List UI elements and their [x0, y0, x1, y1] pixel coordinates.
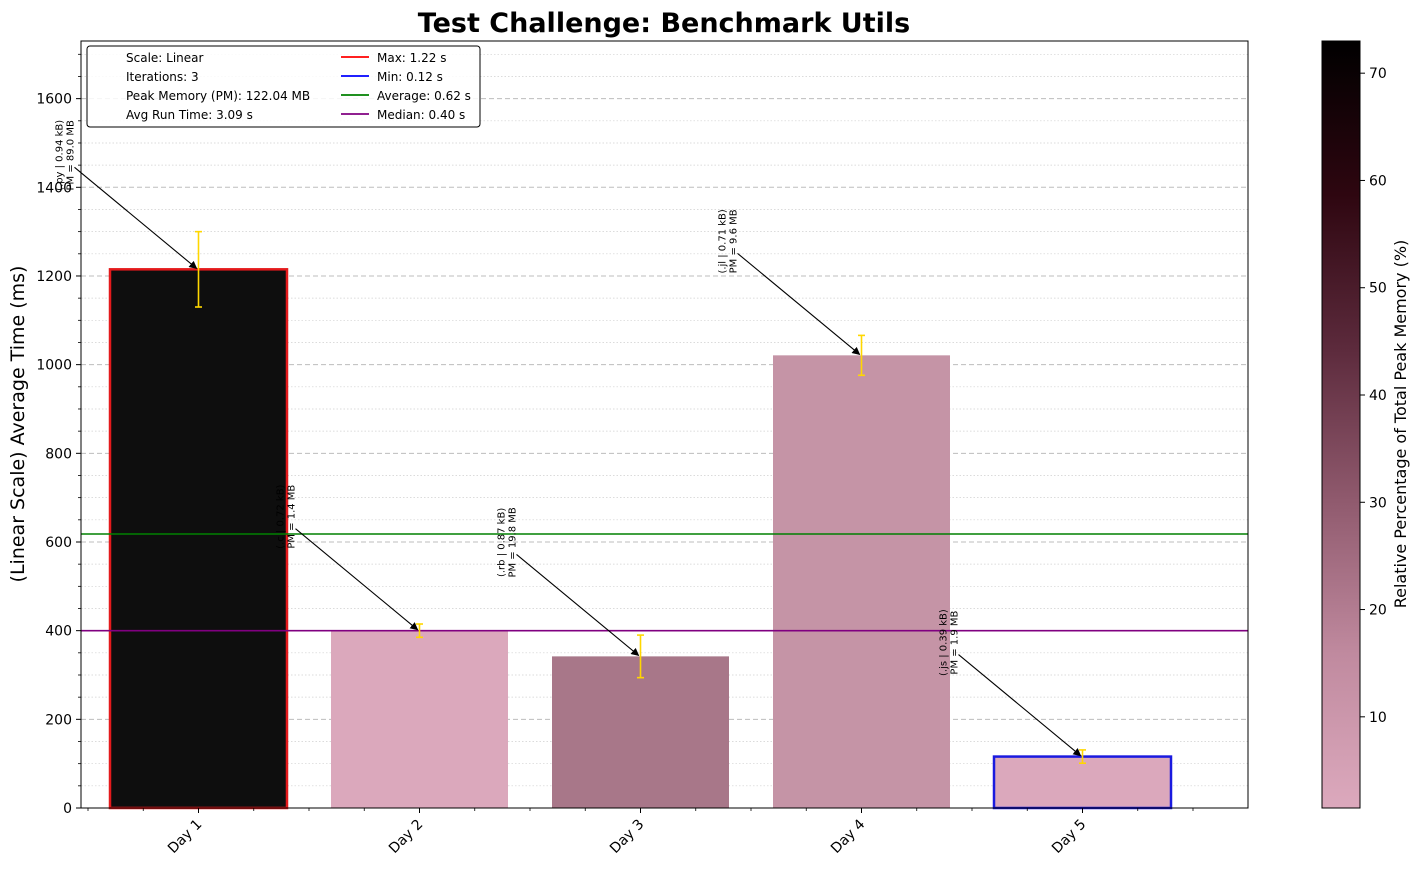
legend-info-entry: Peak Memory (PM): 122.04 MB: [126, 89, 310, 103]
annotation-line: PM = 1.9 MB: [950, 610, 961, 674]
x-tick-label: Day 3: [607, 817, 647, 857]
reference-lines: [81, 533, 1248, 632]
error-bar: [195, 230, 202, 308]
annotation: (.c | 0.72 kB)PM = 1.4 MB: [276, 484, 419, 631]
legend-info-entry: Scale: Linear: [126, 51, 204, 65]
bar: [992, 755, 1173, 810]
y-axis-label: (Linear Scale) Average Time (ms): [7, 266, 29, 583]
annotation: (.jl | 0.71 kB)PM = 9.6 MB: [718, 209, 861, 355]
error-bar: [637, 634, 644, 679]
annotation-line: (.js | 0.39 kB): [939, 609, 950, 676]
annotation-line: PM = 89.0 MB: [66, 120, 77, 190]
error-bars: [195, 230, 1086, 765]
annotation: (.rb | 0.87 kB)PM = 19.8 MB: [497, 507, 640, 657]
annotation-line: (.rb | 0.87 kB): [497, 508, 508, 577]
annotation-line: PM = 19.8 MB: [508, 507, 519, 577]
x-tick-label: Day 2: [386, 817, 426, 857]
annotation-label: (.rb | 0.87 kB)PM = 19.8 MB: [497, 507, 519, 577]
colorbar-scale: [1321, 40, 1361, 809]
y-tick-label: 600: [45, 535, 72, 551]
annotation-arrow: [516, 553, 640, 657]
y-tick-label: 200: [45, 712, 72, 728]
annotation: (.py | 0.94 kB)PM = 89.0 MB: [55, 120, 198, 269]
annotations: (.py | 0.94 kB)PM = 89.0 MB (.c | 0.72 kB…: [55, 120, 1082, 757]
legend-line-entry: Max: 1.22 s: [377, 51, 446, 65]
colorbar-tick-label: 50: [1369, 281, 1387, 297]
annotation-line: PM = 9.6 MB: [729, 209, 740, 273]
colorbar-tick-label: 60: [1369, 173, 1387, 189]
colorbar-tick-label: 40: [1369, 388, 1387, 404]
annotation-label: (.jl | 0.71 kB)PM = 9.6 MB: [718, 209, 740, 273]
annotation-arrow: [737, 252, 861, 355]
legend-box: [86, 45, 481, 128]
legend-info-entry: Iterations: 3: [126, 70, 199, 84]
bars: [108, 268, 1173, 810]
colorbar-tick-label: 20: [1369, 603, 1387, 619]
colorbar-tick-label: 10: [1369, 710, 1387, 726]
error-bar: [858, 334, 865, 377]
bar: [331, 630, 508, 808]
colorbar-tick-label: 30: [1369, 495, 1387, 511]
legend: Scale: Linear Iterations: 3 Peak Memory (P…: [86, 45, 481, 128]
x-tick-label: Day 5: [1049, 817, 1089, 857]
legend-info-entry: Avg Run Time: 3.09 s: [126, 108, 253, 122]
y-tick-label: 800: [45, 446, 72, 462]
chart-title: Test Challenge: Benchmark Utils: [418, 8, 910, 39]
colorbar-tick-label: 70: [1369, 66, 1387, 82]
plot-frame: [80, 40, 1249, 809]
bar: [108, 268, 289, 810]
y-tick-label: 1600: [36, 92, 72, 108]
annotation-line: PM = 1.4 MB: [287, 485, 298, 549]
annotation: (.js | 0.39 kB)PM = 1.9 MB: [939, 609, 1082, 757]
y-tick-label: 1000: [36, 358, 72, 374]
bar: [552, 656, 729, 808]
annotation-label: (.py | 0.94 kB)PM = 89.0 MB: [55, 120, 77, 191]
legend-line-entry: Median: 0.40 s: [377, 108, 465, 122]
y-tick-label: 0: [63, 801, 72, 817]
annotation-line: (.c | 0.72 kB): [276, 484, 287, 548]
x-tick-label: Day 4: [828, 816, 868, 856]
annotation-line: (.py | 0.94 kB): [55, 120, 66, 191]
y-tick-label: 1400: [36, 180, 72, 196]
annotation-arrow: [295, 528, 419, 631]
x-tick-label: Day 1: [165, 817, 205, 857]
y-tick-label: 400: [45, 624, 72, 640]
legend-line-entry: Min: 0.12 s: [377, 70, 443, 84]
annotation-line: (.jl | 0.71 kB): [718, 209, 729, 273]
annotation-arrow: [958, 654, 1082, 757]
annotation-label: (.js | 0.39 kB)PM = 1.9 MB: [939, 609, 961, 676]
bar: [773, 355, 950, 808]
colorbar: 10 20 30 40 50 60 70: [1321, 40, 1387, 809]
annotation-arrow: [74, 166, 198, 269]
annotation-label: (.c | 0.72 kB)PM = 1.4 MB: [276, 484, 298, 548]
legend-line-entry: Average: 0.62 s: [377, 89, 471, 103]
colorbar-label: Relative Percentage of Total Peak Memory…: [1391, 240, 1410, 609]
y-tick-label: 1200: [36, 269, 72, 285]
